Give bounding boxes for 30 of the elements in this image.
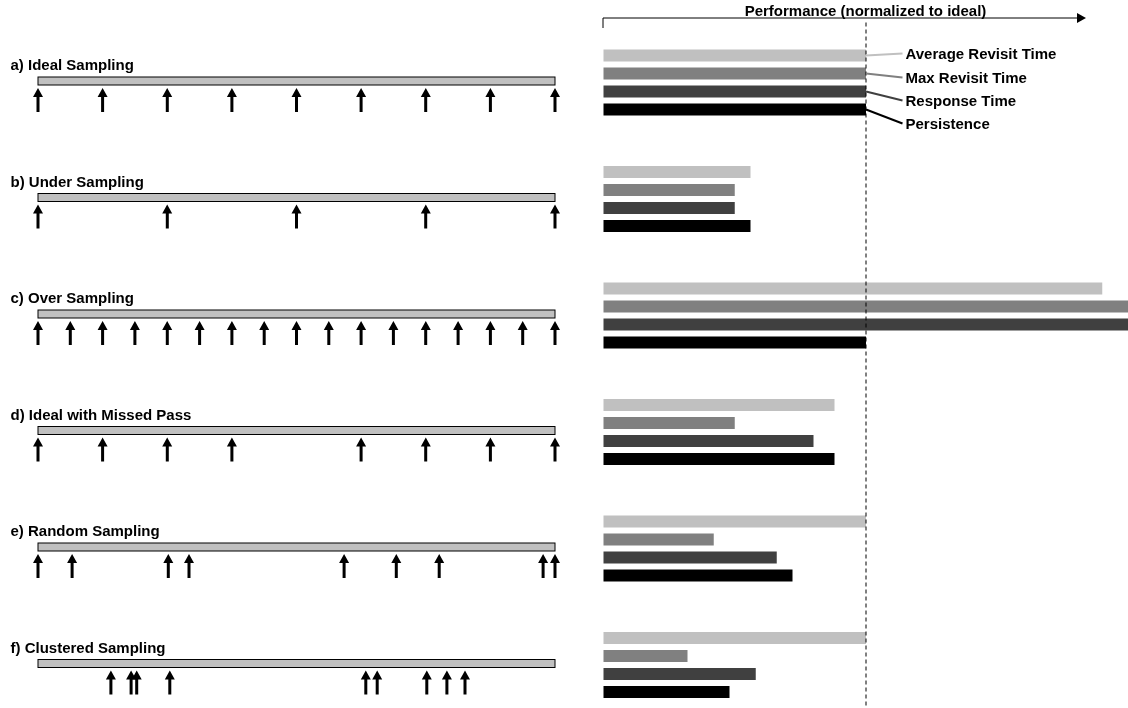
bar [603, 569, 793, 582]
bar [603, 300, 1128, 313]
bar [603, 551, 777, 564]
legend-label: Average Revisit Time [905, 45, 1057, 62]
bar [603, 318, 1128, 331]
legend-label: Response Time [905, 92, 1017, 109]
y-tick-label: f) Clustered Sampling [10, 638, 166, 656]
bar [603, 417, 735, 429]
legend-label: Persistence [905, 115, 990, 132]
legend-label: Max Revisit Time [905, 69, 1027, 86]
x-axis-title: Performance (normalized to ideal) [744, 2, 987, 19]
bar [603, 668, 756, 680]
y-tick-label: d) Ideal with Missed Pass [10, 405, 192, 423]
y-tick-label: e) Random Sampling [10, 522, 160, 539]
bar [603, 166, 751, 178]
bar [603, 533, 714, 546]
bar [603, 686, 730, 698]
bar [603, 184, 735, 196]
bar [603, 399, 835, 411]
bar [603, 515, 866, 528]
y-tick-label: a) Ideal Sampling [10, 56, 134, 73]
bar [603, 220, 751, 232]
y-tick-label: c) Over Sampling [10, 289, 134, 306]
bar [603, 632, 866, 644]
y-tick-label: b) Under Sampling [10, 172, 144, 190]
bar [603, 202, 735, 214]
bar [603, 453, 835, 465]
bar [603, 435, 814, 447]
bar [603, 282, 1103, 295]
bar [603, 650, 688, 662]
